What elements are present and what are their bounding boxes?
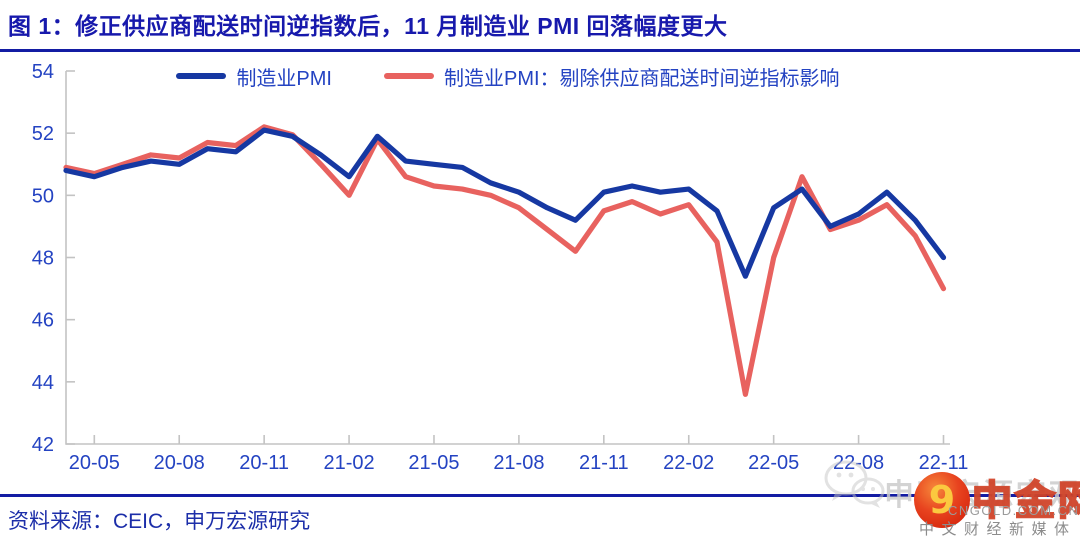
source-note: 资料来源：CEIC，申万宏源研究 (8, 510, 311, 533)
footer-divider (0, 494, 1080, 497)
y-axis-label: 44 (32, 372, 54, 394)
x-axis-label: 20-08 (154, 452, 205, 474)
figure-title: 图 1：修正供应商配送时间逆指数后，11 月制造业 PMI 回落幅度更大 (8, 13, 728, 39)
x-axis-label: 21-08 (493, 452, 544, 474)
x-axis-label: 21-02 (323, 452, 374, 474)
pmi-line (63, 127, 947, 279)
cngold-domain: CNGOLD.COM.CN (948, 503, 1080, 518)
y-axis-label: 46 (32, 310, 54, 332)
axis-lines (65, 71, 950, 445)
y-axis-label: 52 (32, 123, 54, 145)
adjusted-pmi-line (63, 124, 947, 397)
legend-item-pmi: 制造业PMI (176, 62, 332, 91)
chart-legend: 制造业PMI 制造业PMI：剔除供应商配送时间逆指标影响 (66, 62, 950, 91)
x-axis-label: 22-05 (748, 452, 799, 474)
cngold-tagline: 中文财经新媒体 (919, 521, 1077, 538)
legend-label-adjusted-pmi: 制造业PMI：剔除供应商配送时间逆指标影响 (444, 67, 840, 90)
legend-swatch-red (384, 73, 434, 79)
y-axis-label: 54 (32, 61, 54, 83)
x-axis-label: 22-08 (833, 452, 884, 474)
x-axis-label: 22-02 (663, 452, 714, 474)
x-axis-label: 22-11 (919, 452, 969, 474)
legend-label-pmi: 制造业PMI (236, 67, 332, 90)
x-axis-label: 20-05 (69, 452, 120, 474)
legend-item-adjusted-pmi: 制造业PMI：剔除供应商配送时间逆指标影响 (384, 62, 840, 91)
x-axis-label: 20-11 (239, 452, 289, 474)
x-axis-label: 21-05 (408, 452, 459, 474)
legend-swatch-blue (176, 73, 227, 79)
y-axis-label: 48 (32, 248, 54, 270)
pmi-line-chart: 42 44 46 48 50 52 54 20-05 20-08 20-11 21-02 21-05 2… (32, 61, 969, 474)
y-axis-label: 42 (32, 434, 54, 456)
x-axis-label: 21-11 (579, 452, 629, 474)
figure-title-bar: 图 1：修正供应商配送时间逆指数后，11 月制造业 PMI 回落幅度更大 (0, 0, 1080, 52)
y-axis-label: 50 (32, 185, 54, 207)
